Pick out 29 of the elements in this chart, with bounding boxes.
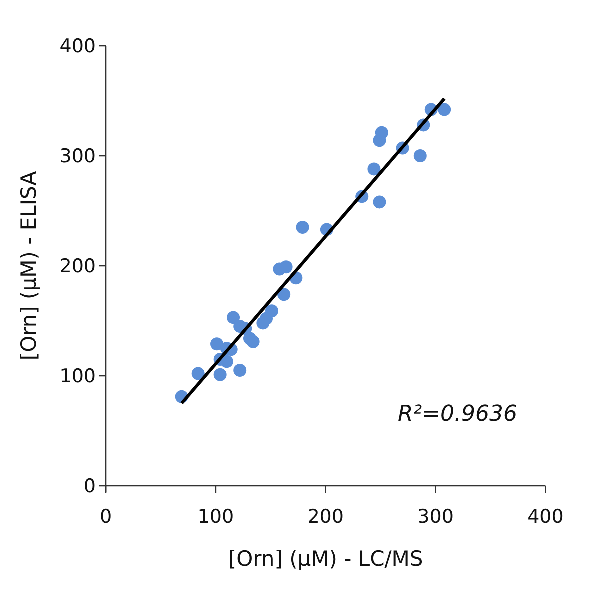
- point: [214, 368, 227, 382]
- x-axis-title: [Orn] (μM) - LC/MS: [228, 547, 424, 571]
- y-tick-label: 0: [84, 476, 96, 498]
- annotation: R²=0.9636: [398, 402, 518, 428]
- point: [210, 338, 224, 351]
- point: [234, 364, 247, 377]
- point: [265, 304, 278, 318]
- y-tick-label: 300: [60, 146, 96, 168]
- x-tick-label: 0: [100, 506, 112, 528]
- y-tick-label: 100: [60, 366, 96, 388]
- point: [246, 335, 260, 348]
- x-tick-label: 400: [528, 506, 564, 528]
- point: [373, 196, 386, 209]
- x-tick-label: 200: [308, 506, 344, 528]
- point: [368, 162, 381, 176]
- y-axis-title: [Orn] (μM) - ELISA: [17, 170, 41, 361]
- y-tick-label: 400: [60, 36, 96, 58]
- point: [220, 355, 234, 368]
- point: [192, 367, 205, 380]
- y-tick-label: 200: [60, 256, 96, 278]
- point: [438, 103, 452, 116]
- point: [278, 288, 291, 302]
- point: [227, 311, 240, 324]
- point: [375, 126, 388, 140]
- x-tick-label: 100: [198, 506, 234, 528]
- point: [296, 221, 310, 234]
- x-tick-label: 300: [418, 506, 454, 528]
- point: [414, 150, 427, 162]
- point: [280, 260, 293, 274]
